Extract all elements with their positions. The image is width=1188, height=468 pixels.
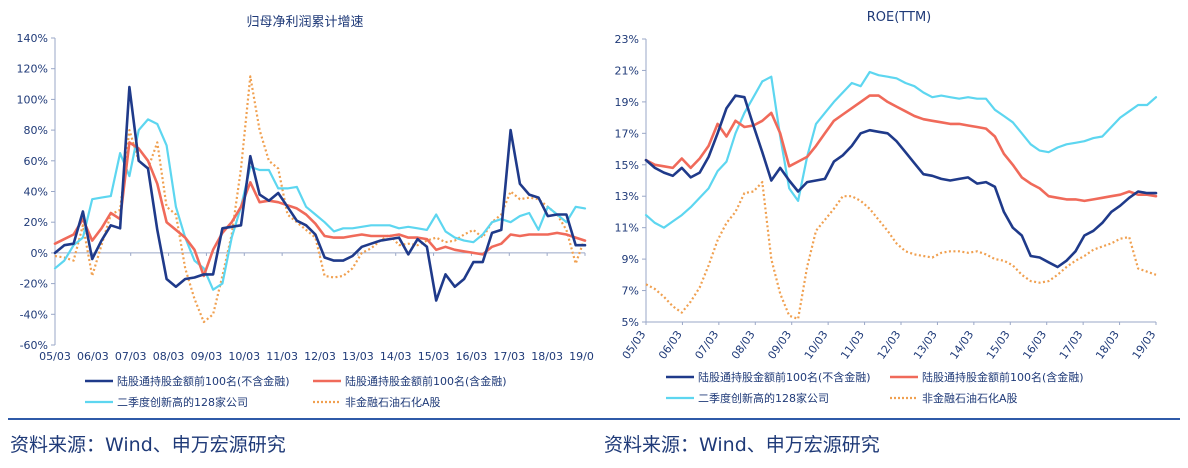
y-tick-label: 9%: [622, 253, 639, 266]
series-line-s2: [644, 94, 1158, 203]
series-line-s4: [54, 75, 587, 324]
x-tick-label: 18/03: [531, 350, 563, 363]
x-tick-label: 19/03: [1130, 328, 1159, 361]
y-tick-label: 5%: [622, 316, 639, 329]
x-tick-label: 08/03: [153, 350, 185, 363]
y-tick-label: 11%: [615, 222, 639, 235]
x-tick-label: 13/03: [342, 350, 374, 363]
legend-label-s3: 二季度创新高的128家公司: [117, 395, 248, 409]
legend-label-s1: 陆股通持股金额前100名(不含金融): [698, 370, 871, 384]
x-tick-label: 15/03: [418, 350, 450, 363]
x-tick-label: 05/03: [39, 350, 71, 363]
chart-title: 归母净利润累计增速: [246, 15, 363, 30]
legend-label-s2: 陆股通持股金额前100名(含金融): [922, 370, 1084, 384]
y-tick-label: 20%: [24, 216, 48, 229]
y-tick-label: 15%: [615, 159, 639, 172]
y-tick-label: -40%: [20, 308, 48, 321]
legend: 陆股通持股金额前100名(不含金融) 陆股通持股金额前100名(含金融) 二季度…: [85, 374, 507, 409]
x-tick-label: 14/03: [380, 350, 412, 363]
plot-area: -60% -40% -20% 0% 20% 40% 60% 80% 100% 120% 140% 05…: [17, 32, 594, 363]
divider-line: [8, 418, 1180, 420]
x-tick-label: 16/03: [1020, 328, 1049, 361]
x-tick-label: 19/03: [569, 350, 594, 363]
legend-label-s2: 陆股通持股金额前100名(含金融): [345, 374, 507, 388]
x-tick-label: 06/03: [656, 328, 685, 361]
y-tick-label: 21%: [615, 64, 639, 77]
legend-label-s4: 非金融石油石化A股: [922, 391, 1018, 405]
plot-area: 5% 7% 9% 11% 13% 15% 17% 19% 21% 23% 05/03 06/03 07/…: [615, 33, 1159, 362]
y-tick-label: 60%: [24, 155, 48, 168]
x-tick-label: 15/03: [984, 328, 1013, 361]
y-tick-label: 7%: [622, 285, 639, 298]
x-tick-label: 07/03: [115, 350, 147, 363]
legend-label-s3: 二季度创新高的128家公司: [698, 391, 829, 405]
series-line-s1: [53, 85, 587, 302]
x-tick-label: 09/03: [765, 328, 794, 361]
right-chart: ROE(TTM) 5% 7% 9% 11% 13% 15% 17% 19% 21% 23% 05/0…: [615, 10, 1159, 405]
legend-label-s4: 非金融石油石化A股: [345, 395, 441, 409]
x-tick-label: 11/03: [266, 350, 298, 363]
y-tick-label: 17%: [615, 127, 639, 140]
x-tick-label: 10/03: [802, 328, 831, 361]
series-line-s4: [645, 181, 1157, 320]
y-tick-label: 40%: [24, 186, 48, 199]
x-tick-label: 17/03: [493, 350, 525, 363]
x-tick-label: 06/03: [77, 350, 109, 363]
x-tick-label: 11/03: [838, 328, 867, 361]
chart-title: ROE(TTM): [867, 10, 932, 25]
x-tick-label: 12/03: [875, 328, 904, 361]
y-tick-label: 140%: [17, 32, 48, 45]
series-line-s2: [53, 141, 587, 278]
x-tick-label: 07/03: [692, 328, 721, 361]
series-line-s3: [644, 70, 1158, 229]
series-line-s1: [644, 94, 1158, 269]
y-tick-label: -20%: [20, 278, 48, 291]
x-tick-label: 14/03: [947, 328, 976, 361]
y-tick-label: 0%: [31, 247, 48, 260]
source-note-right: 资料来源：Wind、申万宏源研究: [604, 434, 880, 456]
source-note-left: 资料来源：Wind、申万宏源研究: [10, 434, 286, 456]
x-tick-label: 09/03: [191, 350, 223, 363]
x-tick-label: 12/03: [304, 350, 336, 363]
y-tick-label: 23%: [615, 33, 639, 46]
legend-label-s1: 陆股通持股金额前100名(不含金融): [117, 374, 290, 388]
y-tick-label: 100%: [17, 93, 48, 106]
x-tick-label: 05/03: [620, 328, 649, 361]
x-tick-label: 13/03: [911, 328, 940, 361]
legend: 陆股通持股金额前100名(不含金融) 陆股通持股金额前100名(含金融) 二季度…: [666, 370, 1084, 405]
x-tick-label: 17/03: [1057, 328, 1086, 361]
x-tick-label: 10/03: [228, 350, 260, 363]
y-tick-label: 80%: [24, 124, 48, 137]
y-tick-label: -60%: [20, 339, 48, 352]
left-chart: 归母净利润累计增速 -60% -40% -20% 0% 20% 40% 60% 80% 100%…: [17, 15, 594, 409]
y-tick-label: 120%: [17, 63, 48, 76]
x-tick-label: 16/03: [456, 350, 488, 363]
series-line-s3: [53, 118, 587, 291]
x-tick-label: 18/03: [1093, 328, 1122, 361]
x-tick-label: 08/03: [729, 328, 758, 361]
y-tick-label: 19%: [615, 96, 639, 109]
y-tick-label: 13%: [615, 190, 639, 203]
